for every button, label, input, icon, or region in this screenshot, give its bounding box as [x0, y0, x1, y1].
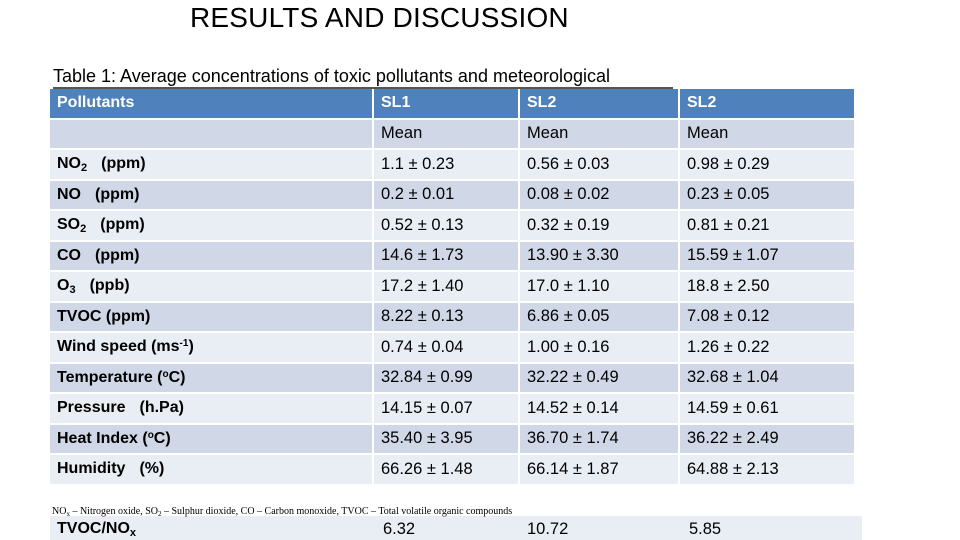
- row-value-v1: 32.84 ± 0.99: [374, 363, 520, 394]
- header-cell: SL2: [520, 89, 680, 120]
- table-row: SO2 (ppm) 0.52 ± 0.13 0.32 ± 0.19 0.81 ± 0.2…: [50, 211, 856, 242]
- row-value-v3: 0.81 ± 0.21: [680, 211, 856, 242]
- row-value-sl2: 10.72: [527, 520, 569, 538]
- caption-divider: [53, 87, 673, 89]
- table-caption: Table 1: Average concentrations of toxic…: [53, 66, 611, 86]
- row-label: O3 (ppb): [50, 272, 374, 303]
- row-value-v3: 14.59 ± 0.61: [680, 394, 856, 425]
- table-row: Wind speed (ms-1) 0.74 ± 0.04 1.00 ± 0.16 1…: [50, 333, 856, 364]
- row-value-v3: 32.68 ± 1.04: [680, 363, 856, 394]
- row-label: TVOC/NOx: [57, 520, 137, 539]
- table-row-tvoc-nox: TVOC/NOx 6.32 10.72 5.85: [50, 516, 862, 540]
- row-value-v1: 8.22 ± 0.13: [374, 302, 520, 333]
- table-row: Humidity (%) 66.26 ± 1.48 66.14 ± 1.87 64.88…: [50, 455, 856, 486]
- row-value-v1: 35.40 ± 3.95: [374, 424, 520, 455]
- subheader-row: Mean Mean Mean: [50, 119, 856, 150]
- row-value-v3: 0.98 ± 0.29: [680, 150, 856, 181]
- row-value-v2: 32.22 ± 0.49: [520, 363, 680, 394]
- table-row: NO (ppm) 0.2 ± 0.01 0.08 ± 0.02 0.23 ± 0.05: [50, 180, 856, 211]
- row-label: Humidity (%): [50, 455, 374, 486]
- row-value-v2: 0.32 ± 0.19: [520, 211, 680, 242]
- row-label: SO2 (ppm): [50, 211, 374, 242]
- table-row: TVOC (ppm) 8.22 ± 0.13 6.86 ± 0.05 7.08 ± 0…: [50, 302, 856, 333]
- slide-title: RESULTS AND DISCUSSION: [190, 2, 569, 33]
- table-row: CO (ppm) 14.6 ± 1.73 13.90 ± 3.30 15.59 ± 1.…: [50, 241, 856, 272]
- row-value-v1: 17.2 ± 1.40: [374, 272, 520, 303]
- row-value-v1: 0.74 ± 0.04: [374, 333, 520, 364]
- header-cell: SL2: [680, 89, 856, 120]
- row-value-v1: 66.26 ± 1.48: [374, 455, 520, 486]
- row-value-v2: 0.08 ± 0.02: [520, 180, 680, 211]
- header-row: Pollutants SL1 SL2 SL2: [50, 89, 856, 120]
- row-value-v1: 14.6 ± 1.73: [374, 241, 520, 272]
- subheader-cell: Mean: [374, 119, 520, 150]
- table-row: O3 (ppb) 17.2 ± 1.40 17.0 ± 1.10 18.8 ± 2.50: [50, 272, 856, 303]
- row-value-v1: 1.1 ± 0.23: [374, 150, 520, 181]
- row-value-v2: 0.56 ± 0.03: [520, 150, 680, 181]
- table-row: Heat Index (oC) 35.40 ± 3.95 36.70 ± 1.74 3…: [50, 424, 856, 455]
- row-value-v3: 0.23 ± 0.05: [680, 180, 856, 211]
- row-value-v1: 0.52 ± 0.13: [374, 211, 520, 242]
- subheader-cell: Mean: [680, 119, 856, 150]
- table-row: NO2 (ppm) 1.1 ± 0.23 0.56 ± 0.03 0.98 ± 0.29: [50, 150, 856, 181]
- row-value-v2: 17.0 ± 1.10: [520, 272, 680, 303]
- row-label: Wind speed (ms-1): [50, 333, 374, 364]
- row-value-v3: 1.26 ± 0.22: [680, 333, 856, 364]
- row-value-v3: 36.22 ± 2.49: [680, 424, 856, 455]
- row-value-v2: 36.70 ± 1.74: [520, 424, 680, 455]
- table-footnote: NOx – Nitrogen oxide, SO2 – Sulphur diox…: [52, 506, 513, 518]
- row-value-v2: 13.90 ± 3.30: [520, 241, 680, 272]
- row-value-v2: 6.86 ± 0.05: [520, 302, 680, 333]
- row-value-v3: 18.8 ± 2.50: [680, 272, 856, 303]
- header-cell: Pollutants: [50, 89, 374, 120]
- row-label: Heat Index (oC): [50, 424, 374, 455]
- row-value-v1: 14.15 ± 0.07: [374, 394, 520, 425]
- row-label: TVOC (ppm): [50, 302, 374, 333]
- subheader-cell: Mean: [520, 119, 680, 150]
- row-label: CO (ppm): [50, 241, 374, 272]
- row-value-v2: 66.14 ± 1.87: [520, 455, 680, 486]
- row-value-v2: 14.52 ± 0.14: [520, 394, 680, 425]
- pollutants-table: Pollutants SL1 SL2 SL2 Mean Mean Mean NO…: [50, 89, 856, 486]
- row-label: Temperature (oC): [50, 363, 374, 394]
- table-row: Pressure (h.Pa) 14.15 ± 0.07 14.52 ± 0.14 14…: [50, 394, 856, 425]
- row-value-v2: 1.00 ± 0.16: [520, 333, 680, 364]
- row-value-sl2b: 5.85: [689, 520, 722, 538]
- row-value-v1: 0.2 ± 0.01: [374, 180, 520, 211]
- subheader-cell: [50, 119, 374, 150]
- table-row: Temperature (oC) 32.84 ± 0.99 32.22 ± 0.49…: [50, 363, 856, 394]
- row-label: NO2 (ppm): [50, 150, 374, 181]
- row-value-v3: 15.59 ± 1.07: [680, 241, 856, 272]
- row-label: Pressure (h.Pa): [50, 394, 374, 425]
- row-label: NO (ppm): [50, 180, 374, 211]
- row-value-v3: 64.88 ± 2.13: [680, 455, 856, 486]
- header-cell: SL1: [374, 89, 520, 120]
- row-value-sl1: 6.32: [383, 520, 416, 538]
- row-value-v3: 7.08 ± 0.12: [680, 302, 856, 333]
